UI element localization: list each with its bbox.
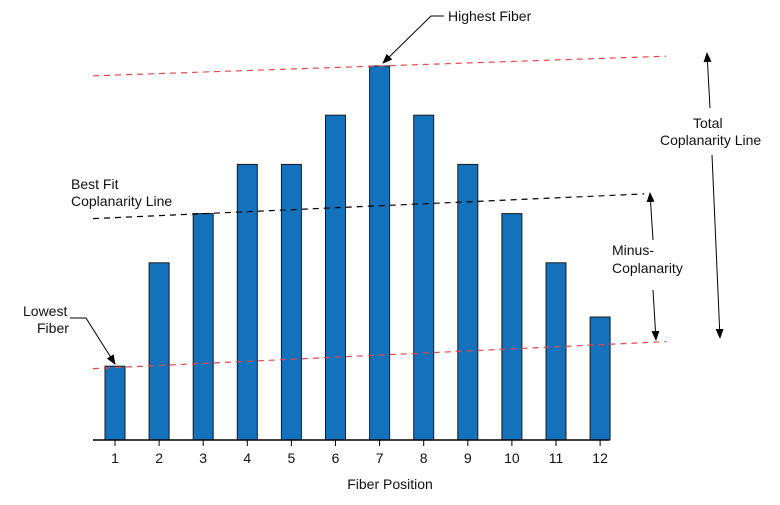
bar-5 <box>280 163 302 441</box>
x-tick-label-10: 10 <box>504 450 520 466</box>
highest-fiber-annotation: Highest Fiber <box>382 8 532 64</box>
bar-12 <box>589 316 611 441</box>
minus-coplanarity-label-line-2: Coplanarity <box>612 260 683 276</box>
x-axis-label: Fiber Position <box>347 476 433 492</box>
highest-fiber-label: Highest Fiber <box>448 8 532 24</box>
bar-6 <box>325 114 346 441</box>
x-tick-label-11: 11 <box>549 450 564 466</box>
bar-11 <box>545 262 567 441</box>
x-tick-label-12: 12 <box>592 450 608 466</box>
total-coplanarity-lower-line <box>92 341 667 370</box>
bar-7 <box>369 65 391 441</box>
highest-fiber-leader <box>382 15 444 64</box>
minus-coplanarity-annotation: Minus- Coplanarity <box>612 192 683 341</box>
x-tick-label-3: 3 <box>199 450 207 466</box>
bar-9 <box>457 163 479 441</box>
total-coplanarity-upper-line <box>92 55 667 77</box>
x-ticks-group: 1 2 3 4 5 6 7 8 9 10 11 12 <box>111 440 608 466</box>
bar-10 <box>501 213 523 441</box>
best-fit-label-line-1: Best Fit <box>71 176 119 192</box>
x-tick-label-1: 1 <box>111 450 119 466</box>
minus-coplanarity-label-line-1: Minus- <box>612 242 654 258</box>
lowest-fiber-annotation: Lowest Fiber <box>23 303 116 365</box>
bar-8 <box>413 114 435 441</box>
total-coplanarity-arrow-down <box>711 154 724 339</box>
reference-lines-group <box>92 55 667 370</box>
minus-coplanarity-arrow-down <box>651 289 660 341</box>
total-coplanarity-label-line-2: Coplanarity Line <box>660 132 761 148</box>
total-coplanarity-annotation: Total Coplanarity Line <box>660 52 761 339</box>
x-tick-label-8: 8 <box>420 450 428 466</box>
x-tick-label-2: 2 <box>155 450 163 466</box>
minus-coplanarity-arrow-up <box>646 192 655 241</box>
lowest-fiber-label-line-2: Fiber <box>37 320 69 336</box>
best-fit-label-line-2: Coplanarity Line <box>71 193 172 209</box>
x-tick-label-6: 6 <box>332 450 340 466</box>
total-coplanarity-label-line-1: Total <box>693 115 723 131</box>
bar-4 <box>236 163 258 441</box>
bar-2 <box>148 262 170 441</box>
x-tick-label-7: 7 <box>376 450 384 466</box>
bar-1 <box>104 365 126 441</box>
total-coplanarity-arrow-up <box>703 52 712 109</box>
bar-3 <box>192 213 214 441</box>
x-tick-label-5: 5 <box>288 450 296 466</box>
best-fit-annotation: Best Fit Coplanarity Line <box>71 176 172 209</box>
x-tick-label-4: 4 <box>243 450 251 466</box>
lowest-fiber-leader <box>70 317 116 365</box>
bars-group <box>104 65 611 441</box>
x-tick-label-9: 9 <box>464 450 472 466</box>
best-fit-coplanarity-line <box>92 193 645 220</box>
lowest-fiber-label-line-1: Lowest <box>23 303 67 319</box>
